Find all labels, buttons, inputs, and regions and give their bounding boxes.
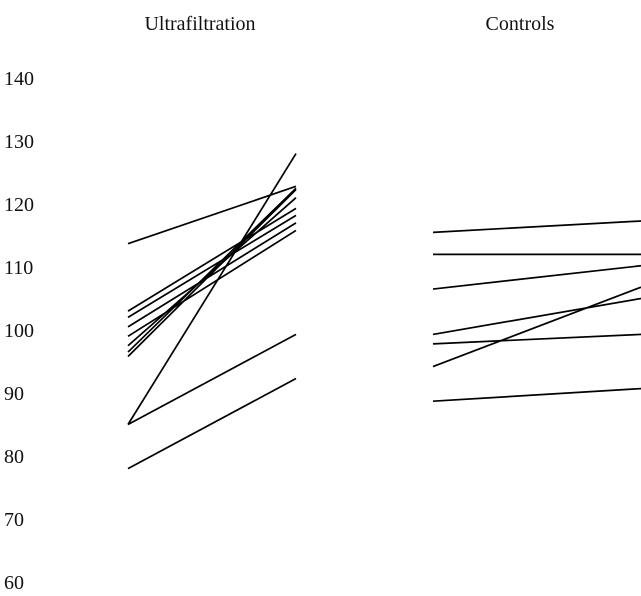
panel-1-line-4 [432, 333, 641, 345]
panel-0-line-5 [127, 197, 297, 347]
y-tick-label-60: 60 [4, 572, 24, 594]
panel-0-line-4 [127, 229, 297, 338]
panel-0-line-3 [127, 222, 297, 328]
y-tick-label-140: 140 [4, 68, 34, 90]
panel-1-line-5 [432, 286, 641, 368]
panel-0-line-0 [127, 185, 297, 245]
panel-0-line-6 [127, 187, 297, 353]
panel-0-line-7 [127, 188, 297, 358]
y-tick-label-90: 90 [4, 383, 24, 405]
panel-0-line-2 [127, 214, 297, 319]
y-tick-label-130: 130 [4, 131, 34, 153]
y-tick-label-80: 80 [4, 446, 24, 468]
panel-title-1: Controls [486, 13, 555, 35]
panel-1-line-6 [432, 387, 641, 403]
panel-1-line-0 [432, 220, 641, 234]
y-tick-label-100: 100 [4, 320, 34, 342]
panel-1-line-2 [432, 264, 641, 290]
y-tick-label-120: 120 [4, 194, 34, 216]
panel-title-0: Ultrafiltration [144, 13, 255, 35]
panel-0-line-8 [127, 153, 297, 425]
panel-0-line-1 [127, 207, 297, 312]
panel-1-line-3 [432, 297, 641, 336]
panel-0-line-10 [127, 377, 297, 470]
panel-0-line-9 [127, 333, 297, 426]
y-tick-label-70: 70 [4, 509, 24, 531]
y-tick-label-110: 110 [4, 257, 33, 279]
